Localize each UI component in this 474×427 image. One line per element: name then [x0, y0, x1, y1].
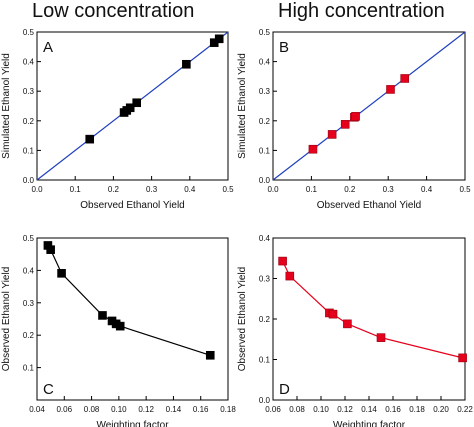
y-tick-label-a: 0.2	[23, 117, 35, 126]
panel-a: 0.0 0.1 0.2 0.3 0.4 0.5 0.0 0.1 0.2 0.3 0.4 0.5 Obse…	[1, 28, 234, 211]
y-tick-label-d: 0.3	[259, 275, 271, 284]
x-tick-label-d: 0.06	[265, 405, 281, 414]
header-low-concentration: Low concentration	[32, 0, 195, 22]
x-tick-label-a: 0.5	[222, 185, 234, 194]
data-point-c	[98, 311, 107, 320]
y-tick-label-c: 0.4	[23, 266, 35, 275]
panel-d: 0.06 0.08 0.10 0.12 0.14 0.16 0.18 0.20 0.22 0.0 0…	[237, 234, 473, 427]
panel-label-a: A	[43, 39, 53, 56]
panel-label-b: B	[279, 39, 289, 56]
data-point-c	[205, 350, 215, 360]
y-tick-label-a: 0.3	[23, 87, 35, 96]
data-point-d	[343, 319, 352, 329]
identity-line-b	[272, 31, 466, 181]
data-point-c	[115, 321, 125, 331]
y-axis-label-a: Simulated Ethanol Yield	[1, 53, 12, 159]
data-point-b	[386, 85, 395, 94]
x-axis-label-b: Observed Ethanol Yield	[317, 200, 422, 211]
y-axis-label-b: Simulated Ethanol Yield	[237, 53, 248, 159]
x-tick-label-d: 0.18	[409, 405, 425, 414]
y-tick-label-b: 0.5	[259, 28, 271, 37]
data-point-d	[278, 256, 287, 266]
data-point-b	[327, 130, 337, 139]
data-point-d	[328, 309, 338, 319]
x-tick-label-a: 0.2	[108, 185, 120, 194]
data-point-d	[285, 271, 295, 281]
data-point-b	[308, 144, 318, 154]
panel-b: 0.0 0.1 0.2 0.3 0.4 0.5 0.0 0.1 0.2 0.3 0.4 0.5 Obse…	[237, 28, 471, 211]
x-axis-label-d: Weighting factor	[333, 420, 406, 427]
header-high-concentration: High concentration	[278, 0, 445, 22]
y-axis-label-c: Observed Ethanol Yield	[1, 267, 12, 372]
data-point-b	[400, 74, 410, 83]
x-axis-label-c: Weighting factor	[96, 420, 169, 427]
y-tick-label-b: 0.0	[259, 176, 271, 185]
x-tick-label-c: 0.12	[138, 405, 154, 414]
x-tick-label-c: 0.04	[29, 405, 45, 414]
y-tick-label-b: 0.2	[259, 117, 271, 126]
x-tick-label-a: 0.0	[31, 185, 43, 194]
x-tick-label-d: 0.10	[313, 405, 329, 414]
y-tick-label-b: 0.3	[259, 87, 271, 96]
data-point-a	[214, 34, 224, 44]
y-tick-label-a: 0.4	[23, 58, 35, 67]
plot-frame-d	[272, 237, 466, 401]
panel-c: 0.04 0.06 0.08 0.10 0.12 0.14 0.16 0.18 0.1 0.2 0.…	[1, 234, 236, 427]
plot-frame-b	[272, 31, 466, 181]
x-tick-label-c: 0.10	[111, 405, 127, 414]
x-tick-label-c: 0.18	[220, 405, 236, 414]
x-tick-label-a: 0.3	[146, 185, 158, 194]
x-tick-label-c: 0.06	[56, 405, 72, 414]
x-tick-label-d: 0.12	[337, 405, 353, 414]
y-tick-label-b: 0.1	[259, 146, 271, 155]
data-point-d	[376, 333, 386, 342]
y-tick-label-d: 0.1	[259, 356, 271, 365]
y-axis-label-d: Observed Ethanol Yield	[237, 267, 248, 372]
x-tick-label-b: 0.1	[306, 185, 318, 194]
x-tick-label-d: 0.20	[433, 405, 449, 414]
x-tick-label-c: 0.16	[193, 405, 209, 414]
x-tick-label-d: 0.14	[361, 405, 377, 414]
x-axis-label-a: Observed Ethanol Yield	[80, 200, 185, 211]
x-tick-label-c: 0.14	[166, 405, 182, 414]
x-tick-label-d: 0.16	[385, 405, 401, 414]
x-tick-label-b: 0.4	[421, 185, 433, 194]
y-tick-label-a: 0.1	[23, 146, 35, 155]
data-point-a	[125, 103, 135, 113]
data-point-c	[57, 269, 66, 278]
x-tick-label-b: 0.0	[267, 185, 279, 194]
x-tick-label-d: 0.08	[289, 405, 305, 414]
series-line-d	[282, 260, 463, 359]
x-tick-label-a: 0.1	[70, 185, 82, 194]
y-tick-label-c: 0.5	[23, 234, 35, 243]
data-point-b	[340, 120, 350, 129]
plot-frame-c	[36, 237, 229, 401]
data-point-b	[351, 112, 360, 121]
panel-label-c: C	[43, 381, 54, 398]
series-line-c	[47, 245, 211, 356]
y-tick-label-a: 0.0	[23, 176, 35, 185]
data-point-c	[46, 245, 55, 254]
panel-label-d: D	[279, 381, 290, 398]
y-tick-label-d: 0.4	[259, 234, 271, 243]
x-tick-label-d: 0.22	[457, 405, 473, 414]
data-point-a	[85, 134, 95, 144]
y-tick-label-b: 0.4	[259, 58, 271, 67]
y-tick-label-c: 0.2	[23, 331, 35, 340]
data-point-a	[132, 98, 142, 108]
y-tick-label-d: 0.0	[259, 396, 271, 405]
y-tick-label-d: 0.2	[259, 315, 271, 324]
x-tick-label-a: 0.4	[184, 185, 196, 194]
data-point-a	[182, 59, 191, 69]
x-tick-label-b: 0.5	[459, 185, 471, 194]
data-point-d	[458, 353, 467, 363]
x-tick-label-b: 0.2	[344, 185, 356, 194]
y-tick-label-c: 0.1	[23, 364, 35, 373]
x-tick-label-c: 0.08	[84, 405, 100, 414]
plot-frame-a	[36, 31, 229, 181]
y-tick-label-a: 0.5	[23, 28, 35, 37]
y-tick-label-c: 0.3	[23, 299, 35, 308]
x-tick-label-b: 0.3	[383, 185, 395, 194]
